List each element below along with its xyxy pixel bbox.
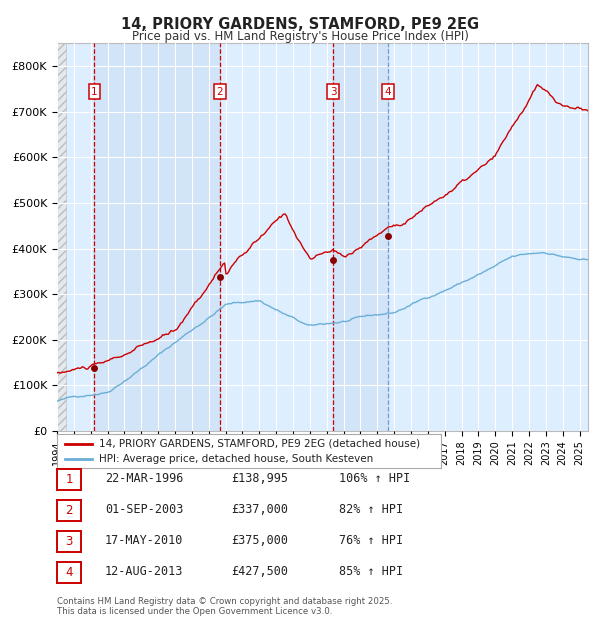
Text: £337,000: £337,000 bbox=[231, 503, 288, 516]
Text: 3: 3 bbox=[330, 87, 337, 97]
Text: 01-SEP-2003: 01-SEP-2003 bbox=[105, 503, 184, 516]
Text: Contains HM Land Registry data © Crown copyright and database right 2025.
This d: Contains HM Land Registry data © Crown c… bbox=[57, 597, 392, 616]
Text: 76% ↑ HPI: 76% ↑ HPI bbox=[339, 534, 403, 547]
Text: 2: 2 bbox=[65, 504, 73, 517]
Text: 17-MAY-2010: 17-MAY-2010 bbox=[105, 534, 184, 547]
Text: 3: 3 bbox=[65, 535, 73, 548]
Text: 14, PRIORY GARDENS, STAMFORD, PE9 2EG: 14, PRIORY GARDENS, STAMFORD, PE9 2EG bbox=[121, 17, 479, 32]
Text: HPI: Average price, detached house, South Kesteven: HPI: Average price, detached house, Sout… bbox=[99, 454, 373, 464]
Bar bbox=[333, 43, 388, 431]
Text: £375,000: £375,000 bbox=[231, 534, 288, 547]
Text: Price paid vs. HM Land Registry's House Price Index (HPI): Price paid vs. HM Land Registry's House … bbox=[131, 30, 469, 43]
Text: 2: 2 bbox=[217, 87, 223, 97]
Text: 1: 1 bbox=[91, 87, 98, 97]
Text: 12-AUG-2013: 12-AUG-2013 bbox=[105, 565, 184, 578]
Text: 14, PRIORY GARDENS, STAMFORD, PE9 2EG (detached house): 14, PRIORY GARDENS, STAMFORD, PE9 2EG (d… bbox=[99, 438, 421, 448]
Text: 4: 4 bbox=[65, 566, 73, 579]
Text: 22-MAR-1996: 22-MAR-1996 bbox=[105, 472, 184, 485]
Bar bbox=[94, 43, 220, 431]
Text: £427,500: £427,500 bbox=[231, 565, 288, 578]
Text: 82% ↑ HPI: 82% ↑ HPI bbox=[339, 503, 403, 516]
Text: 1: 1 bbox=[65, 473, 73, 486]
Text: £138,995: £138,995 bbox=[231, 472, 288, 485]
Text: 106% ↑ HPI: 106% ↑ HPI bbox=[339, 472, 410, 485]
Text: 85% ↑ HPI: 85% ↑ HPI bbox=[339, 565, 403, 578]
Text: 4: 4 bbox=[385, 87, 391, 97]
